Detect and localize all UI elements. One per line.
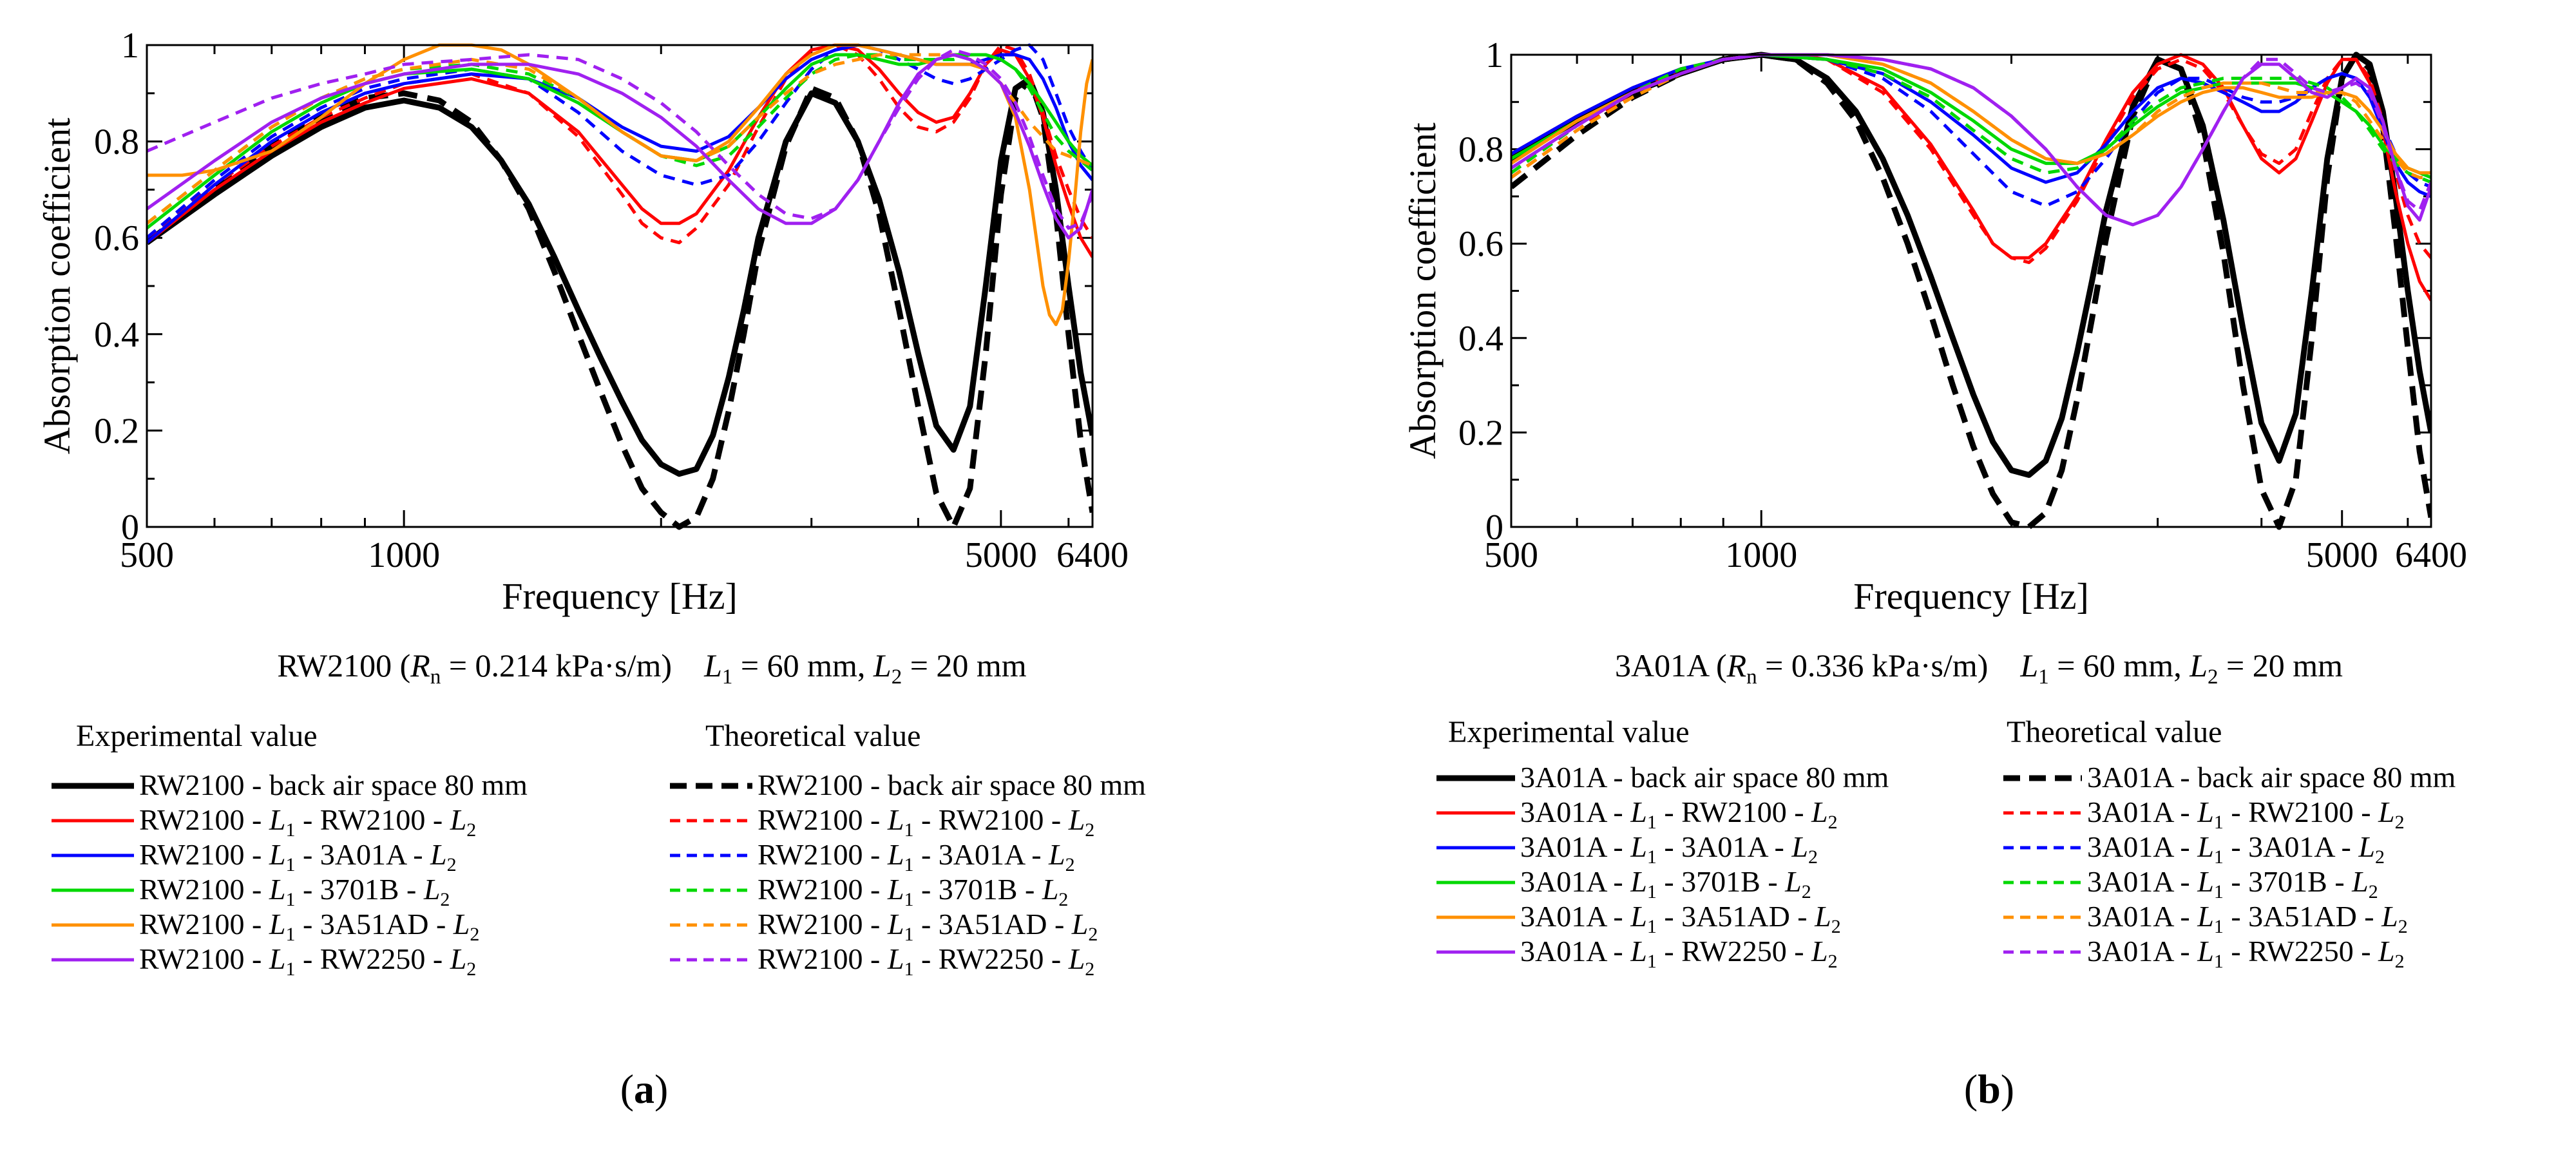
x-tick-label: 500 [1484, 535, 1538, 575]
y-tick-label: 0.6 [1458, 224, 1503, 264]
chart-caption: RW2100 (Rn​ = 0.214 kPa·s/m) L1​ = 60 mm… [277, 647, 1026, 689]
legend-entry-theoretical: RW2100 - L1​ - RW2100 - L2​ [758, 803, 1094, 841]
series-line-experimental [1511, 52, 2431, 478]
legend-entry-theoretical: 3A01A - L1​ - RW2100 - L2​ [2087, 796, 2405, 833]
series-line-theoretical [147, 48, 1092, 230]
x-tick-label: 6400 [2395, 535, 2467, 575]
legend-entry-theoretical: 3A01A - back air space 80 mm [2087, 761, 2456, 794]
y-axis-label: Absorption coefficient [1402, 122, 1444, 459]
legend-title-experimental: Experimental value [76, 719, 318, 753]
legend-entry-experimental: RW2100 - L1​ - 3A01A - L2​ [139, 838, 457, 875]
legend-entry-experimental: 3A01A - L1​ - 3A51AD - L2​ [1520, 900, 1841, 937]
x-axis-label: Frequency [Hz] [1853, 575, 2089, 617]
legend-entry-theoretical: RW2100 - L1​ - RW2250 - L2​ [758, 942, 1094, 980]
x-tick-label: 5000 [2306, 535, 2378, 575]
y-tick-label: 0.8 [1458, 130, 1503, 170]
panel-sublabel: (b) [1964, 1066, 2014, 1112]
series-line-theoretical [1511, 52, 2431, 530]
legend-title-theoretical: Theoretical value [705, 719, 921, 753]
legend-title-experimental: Experimental value [1448, 715, 1690, 749]
series-line-experimental [147, 75, 1092, 477]
chart-caption: 3A01A (Rn​ = 0.336 kPa·s/m) L1​ = 60 mm,… [1615, 647, 2343, 689]
legend-entry-experimental: RW2100 - L1​ - 3701B - L2​ [139, 873, 450, 910]
plot-frame [1510, 53, 2432, 528]
legend-title-theoretical: Theoretical value [2007, 715, 2222, 749]
y-tick-label: 0 [121, 508, 139, 548]
legend-entry-experimental: RW2100 - back air space 80 mm [139, 768, 528, 801]
chart-panel-a: 500 1000 5000 6400 0 0.2 0.4 0.6 0.8 1 Frequency [… [36, 26, 1146, 1112]
legend-entry-experimental: RW2100 - L1​ - RW2100 - L2​ [139, 803, 476, 841]
legend-entry-theoretical: 3A01A - L1​ - 3701B - L2​ [2087, 865, 2378, 902]
legend-entry-theoretical: 3A01A - L1​ - 3A51AD - L2​ [2087, 900, 2408, 937]
y-axis-label: Absorption coefficient [36, 118, 78, 454]
y-tick-label: 0.8 [94, 122, 139, 162]
legend-entry-experimental: 3A01A - L1​ - RW2100 - L2​ [1520, 796, 1838, 833]
series-line-theoretical [147, 53, 1092, 225]
legend-entry-experimental: RW2100 - L1​ - RW2250 - L2​ [139, 942, 476, 980]
series-line-theoretical [147, 75, 1092, 530]
series-line-theoretical [147, 53, 1092, 225]
y-tick-label: 1 [1485, 35, 1503, 75]
legend-entry-theoretical: RW2100 - L1​ - 3701B - L2​ [758, 873, 1068, 910]
x-tick-label: 1000 [1725, 535, 1797, 575]
x-tick-label: 500 [120, 535, 174, 575]
legend-entry-theoretical: RW2100 - L1​ - 3A01A - L2​ [758, 838, 1075, 875]
y-tick-label: 0.4 [1458, 319, 1503, 359]
x-axis-label: Frequency [Hz] [502, 575, 738, 617]
legend-entry-theoretical: RW2100 - back air space 80 mm [758, 768, 1146, 801]
legend-entry-experimental: 3A01A - back air space 80 mm [1520, 761, 1889, 794]
series-line-theoretical [1511, 53, 2431, 208]
series-group [147, 43, 1092, 530]
series-line-experimental [1511, 53, 2431, 175]
y-tick-label: 0.4 [94, 315, 139, 355]
series-line-experimental [147, 43, 1092, 327]
legend-entry-experimental: RW2100 - L1​ - 3A51AD - L2​ [139, 908, 479, 945]
legend-entry-experimental: 3A01A - L1​ - 3701B - L2​ [1520, 865, 1811, 902]
panel-sublabel: (a) [620, 1066, 669, 1112]
legend-entry-experimental: 3A01A - L1​ - RW2250 - L2​ [1520, 935, 1838, 972]
series-line-theoretical [1511, 53, 2431, 180]
legend-entry-theoretical: RW2100 - L1​ - 3A51AD - L2​ [758, 908, 1098, 945]
plot-frame [146, 44, 1094, 528]
series-line-experimental [147, 43, 1092, 258]
chart-panel-b: 500 1000 5000 6400 0 0.2 0.4 0.6 0.8 1 Frequency [… [1402, 35, 2467, 1112]
x-tick-label: 1000 [368, 535, 440, 575]
y-tick-label: 0.2 [1458, 413, 1503, 453]
x-tick-label: 5000 [965, 535, 1037, 575]
y-tick-label: 0.2 [94, 411, 139, 451]
series-group [1511, 52, 2431, 530]
series-line-theoretical [147, 43, 1092, 240]
legend-entry-theoretical: 3A01A - L1​ - 3A01A - L2​ [2087, 830, 2385, 868]
series-line-theoretical [1511, 53, 2431, 184]
series-line-experimental [1511, 53, 2431, 301]
y-tick-label: 0.6 [94, 218, 139, 258]
legend-entry-theoretical: 3A01A - L1​ - RW2250 - L2​ [2087, 935, 2405, 972]
y-tick-label: 1 [121, 26, 139, 66]
x-tick-label: 6400 [1056, 535, 1129, 575]
legend-entry-experimental: 3A01A - L1​ - 3A01A - L2​ [1520, 830, 1818, 868]
y-tick-label: 0 [1485, 508, 1503, 548]
